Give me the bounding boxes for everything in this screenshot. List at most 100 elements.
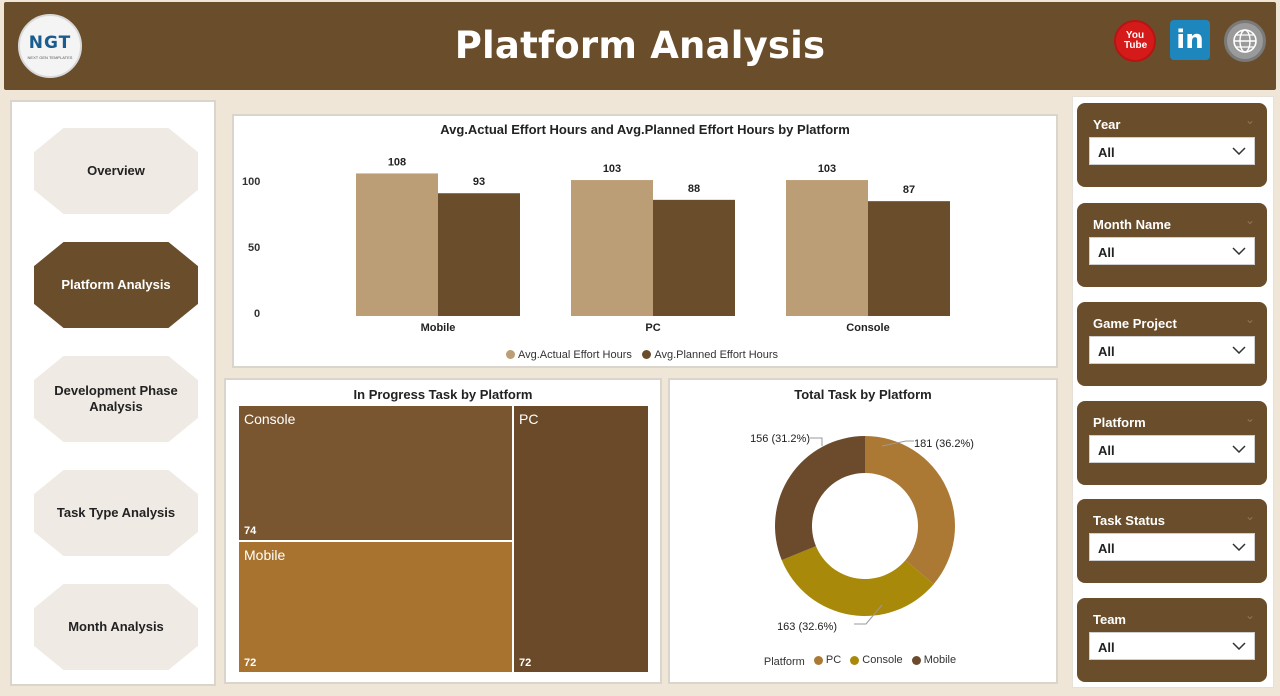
nav-task-type-label: Task Type Analysis <box>56 504 176 520</box>
chevron-down-icon <box>1232 147 1246 155</box>
bar-data-label: 103 <box>603 163 621 175</box>
nav-month-analysis-label: Month Analysis <box>68 618 164 634</box>
bar-mobile-planned[interactable] <box>438 193 520 316</box>
x-tick-label: Console <box>846 322 889 334</box>
bar-console-planned[interactable] <box>868 201 950 316</box>
bar-chart-svg: 108 93 Mobile 103 88 PC 103 87 Console <box>356 156 950 334</box>
legend-planned[interactable]: Avg.Planned Effort Hours <box>642 349 778 361</box>
treemap-mobile-label: Mobile <box>244 547 286 563</box>
header-bar: NGT NEXT GEN TEMPLATES Platform Analysis… <box>4 2 1276 90</box>
treemap-cell-mobile[interactable]: Mobile 72 <box>239 542 512 672</box>
platform-dropdown[interactable]: All <box>1089 435 1255 463</box>
treemap-cell-pc[interactable]: PC 72 <box>514 406 648 672</box>
donut-data-label: 163 (32.6%) <box>777 621 837 633</box>
youtube-label: You Tube <box>1124 30 1148 51</box>
legend-actual-label: Avg.Actual Effort Hours <box>517 348 632 361</box>
slicer-task-status-label: Task Status <box>1093 513 1166 528</box>
year-dropdown[interactable]: All <box>1089 137 1255 165</box>
chevron-down-icon[interactable]: ⌄ <box>1244 312 1255 326</box>
x-tick-label: PC <box>645 322 660 334</box>
task-status-dropdown-value: All <box>1098 541 1115 556</box>
y-tick: 100 <box>242 176 261 188</box>
legend-title-text: Platform <box>763 655 805 668</box>
treemap-pc-label: PC <box>519 411 539 427</box>
slicer-platform: Platform ⌄ All <box>1077 401 1267 485</box>
treemap-console-label: Console <box>244 411 296 427</box>
task-status-dropdown[interactable]: All <box>1089 533 1255 561</box>
month-dropdown-value: All <box>1098 245 1115 260</box>
chevron-down-icon[interactable]: ⌄ <box>1244 113 1255 127</box>
treemap-console-value: 74 <box>244 525 257 537</box>
bar-data-label: 93 <box>473 176 485 188</box>
slicer-platform-label: Platform <box>1093 415 1146 430</box>
legend-console-label: Console <box>862 654 903 666</box>
chevron-down-icon[interactable]: ⌄ <box>1244 411 1255 425</box>
bar-pc-planned[interactable] <box>653 199 735 316</box>
nav-overview-label: Overview <box>87 162 145 178</box>
y-tick: 0 <box>254 308 261 320</box>
slicer-year-label: Year <box>1093 117 1121 132</box>
bar-mobile-actual[interactable] <box>356 173 438 316</box>
youtube-icon[interactable]: You Tube <box>1114 20 1156 62</box>
legend-mobile[interactable]: Mobile <box>911 654 957 666</box>
chevron-down-icon[interactable]: ⌄ <box>1244 608 1255 622</box>
donut-leader-line <box>881 440 914 447</box>
chevron-down-icon <box>1232 543 1246 551</box>
nav-platform-analysis-label: Platform Analysis <box>61 276 171 292</box>
year-dropdown-value: All <box>1098 145 1115 160</box>
treemap-mobile-value: 72 <box>244 657 257 669</box>
game-project-dropdown[interactable]: All <box>1089 336 1255 364</box>
nav-development-phase-label: Development Phase Analysis <box>54 382 178 414</box>
game-project-dropdown-value: All <box>1098 344 1115 359</box>
navigation-panel: Overview Platform Analysis Development P… <box>10 100 216 686</box>
linkedin-icon[interactable]: in <box>1170 20 1210 60</box>
nav-month-analysis-button[interactable]: Month Analysis <box>34 584 198 670</box>
page-title: Platform Analysis <box>454 24 826 67</box>
donut-slice-mobile[interactable] <box>775 436 865 561</box>
slicer-month-label: Month Name <box>1093 217 1171 232</box>
donut-slice-console[interactable] <box>781 546 934 616</box>
chevron-down-icon <box>1232 247 1246 255</box>
donut-data-label: 181 (36.2%) <box>914 438 974 450</box>
chevron-down-icon <box>1232 642 1246 650</box>
slicer-task-status: Task Status ⌄ All <box>1077 499 1267 583</box>
legend-actual[interactable]: Avg.Actual Effort Hours <box>505 348 632 361</box>
donut-chart-svg: 181 (36.2%) 163 (32.6%) 156 (31.2%) <box>750 433 974 633</box>
bar-legend: Avg.Actual Effort Hours Avg.Planned Effo… <box>234 346 1056 364</box>
bar-data-label: 88 <box>688 183 700 195</box>
slicer-team-label: Team <box>1093 612 1126 627</box>
donut-legend: Platform PC Console Mobile <box>670 654 1056 668</box>
treemap-pc-value: 72 <box>519 657 532 669</box>
effort-hours-chart-panel: Avg.Actual Effort Hours and Avg.Planned … <box>232 114 1058 368</box>
slicer-game-project: Game Project ⌄ All <box>1077 302 1267 386</box>
donut-slice-pc[interactable] <box>865 436 955 585</box>
legend-pc[interactable]: PC <box>813 654 841 666</box>
in-progress-treemap-panel: In Progress Task by Platform Console 74 … <box>224 378 662 684</box>
slicer-year: Year ⌄ All <box>1077 103 1267 187</box>
chevron-down-icon[interactable]: ⌄ <box>1244 509 1255 523</box>
donut-leader-line <box>854 604 883 625</box>
nav-platform-analysis-button[interactable]: Platform Analysis <box>34 242 198 328</box>
bar-data-label: 103 <box>818 163 836 175</box>
nav-development-phase-button[interactable]: Development Phase Analysis <box>34 356 198 442</box>
chevron-down-icon[interactable]: ⌄ <box>1244 213 1255 227</box>
bar-console-actual[interactable] <box>786 180 868 316</box>
treemap-cell-console[interactable]: Console 74 <box>239 406 512 540</box>
nav-overview-button[interactable]: Overview <box>34 128 198 214</box>
bar-pc-actual[interactable] <box>571 180 653 316</box>
bar-chart-title: Avg.Actual Effort Hours and Avg.Planned … <box>440 122 850 137</box>
legend-console[interactable]: Console <box>850 654 903 666</box>
team-dropdown[interactable]: All <box>1089 632 1255 660</box>
x-tick-label: Mobile <box>421 322 456 334</box>
month-dropdown[interactable]: All <box>1089 237 1255 265</box>
slicer-month-name: Month Name ⌄ All <box>1077 203 1267 287</box>
slicer-team: Team ⌄ All <box>1077 598 1267 682</box>
nav-task-type-button[interactable]: Task Type Analysis <box>34 470 198 556</box>
donut-data-label: 156 (31.2%) <box>750 433 810 445</box>
globe-icon[interactable] <box>1224 20 1266 62</box>
legend-mobile-label: Mobile <box>923 654 957 666</box>
bar-data-label: 87 <box>903 184 915 196</box>
platform-dropdown-value: All <box>1098 443 1115 458</box>
linkedin-label: in <box>1176 25 1204 55</box>
team-dropdown-value: All <box>1098 640 1115 655</box>
